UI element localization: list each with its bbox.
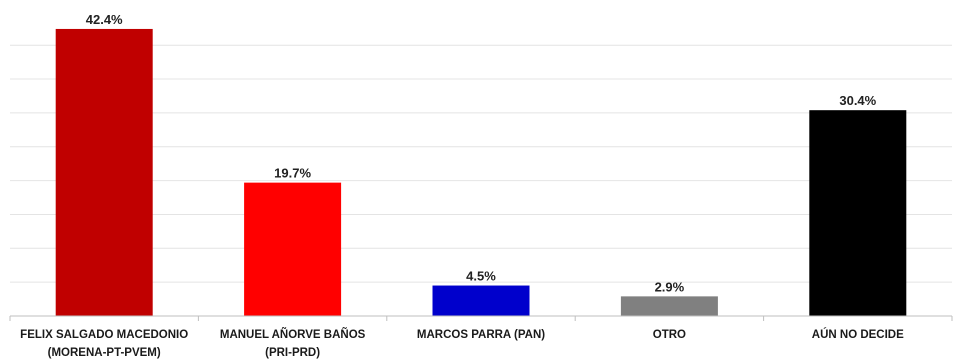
category-label: OTRO xyxy=(653,329,686,341)
data-label: 2.9% xyxy=(655,279,685,294)
category-label: MARCOS PARRA (PAN) xyxy=(417,329,545,341)
category-label: MANUEL AÑORVE BAÑOS xyxy=(220,328,366,341)
data-label: 30.4% xyxy=(839,93,876,108)
data-label: 42.4% xyxy=(86,12,123,27)
bar xyxy=(244,183,341,316)
category-label: (MORENA-PT-PVEM) xyxy=(48,347,161,359)
bar xyxy=(621,296,718,316)
category-labels: FELIX SALGADO MACEDONIO (MORENA-PT-PVEM) M… xyxy=(20,328,904,359)
category-label: (PRI-PRD) xyxy=(265,347,320,359)
category-label: AÚN NO DECIDE xyxy=(812,328,904,341)
bar xyxy=(809,110,906,316)
category-label: FELIX SALGADO MACEDONIO xyxy=(20,329,188,341)
bar xyxy=(433,286,530,316)
data-labels: 42.4% 19.7% 4.5% 2.9% 30.4% xyxy=(86,12,877,294)
bar xyxy=(56,29,153,316)
data-label: 4.5% xyxy=(466,269,496,284)
x-axis-ticks xyxy=(10,316,952,321)
data-label: 19.7% xyxy=(274,166,311,181)
